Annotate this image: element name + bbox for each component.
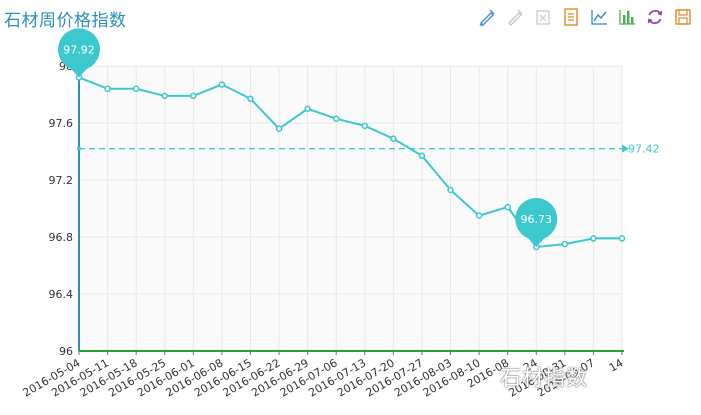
data-point (161, 92, 168, 100)
y-tick-label: 96 (59, 345, 73, 358)
chart-title: 石材周价格指数 (4, 11, 127, 31)
mark-line-start (77, 146, 81, 151)
y-tick-label: 96.4 (49, 288, 74, 301)
data-zoom-icon[interactable] (475, 6, 499, 28)
y-tick-label: 96.8 (49, 231, 74, 244)
data-point (618, 235, 626, 242)
data-point (361, 122, 369, 130)
data-point (561, 240, 569, 248)
y-tick-label: 97.6 (49, 117, 74, 130)
data-point (132, 85, 140, 93)
data-point (418, 152, 426, 160)
data-point (504, 203, 511, 211)
data-point (590, 235, 597, 242)
min-mark-point-bubble (515, 197, 558, 240)
chart-toolbar (475, 6, 695, 28)
x-tick-label: 24 (521, 356, 540, 374)
min-mark-point-label: 96.73 (521, 213, 553, 226)
data-point (247, 95, 254, 103)
mark-line-label: 97.42 (628, 143, 660, 156)
mark-line-arrow (622, 144, 629, 153)
data-point (190, 92, 197, 100)
data-point (475, 212, 483, 219)
data-view-icon[interactable] (559, 6, 583, 28)
max-mark-point-bubble (58, 28, 100, 71)
refresh-icon[interactable] (643, 6, 667, 28)
data-point (104, 85, 111, 93)
data-point (390, 135, 397, 142)
data-point (275, 125, 283, 132)
x-tick-label: 14 (607, 356, 626, 374)
data-point (218, 81, 226, 88)
save-image-icon[interactable] (671, 6, 695, 28)
data-point (304, 105, 311, 112)
max-mark-point-label: 97.92 (63, 43, 95, 56)
data-point (332, 115, 340, 122)
data-point (447, 186, 454, 194)
restore-icon[interactable] (531, 6, 555, 28)
bar-chart-icon[interactable] (615, 6, 639, 28)
line-chart-icon[interactable] (587, 6, 611, 28)
y-tick-label: 97.2 (49, 174, 74, 187)
data-zoom-reset-icon[interactable] (503, 6, 527, 28)
watermark-text: 石材指数 (500, 366, 588, 390)
